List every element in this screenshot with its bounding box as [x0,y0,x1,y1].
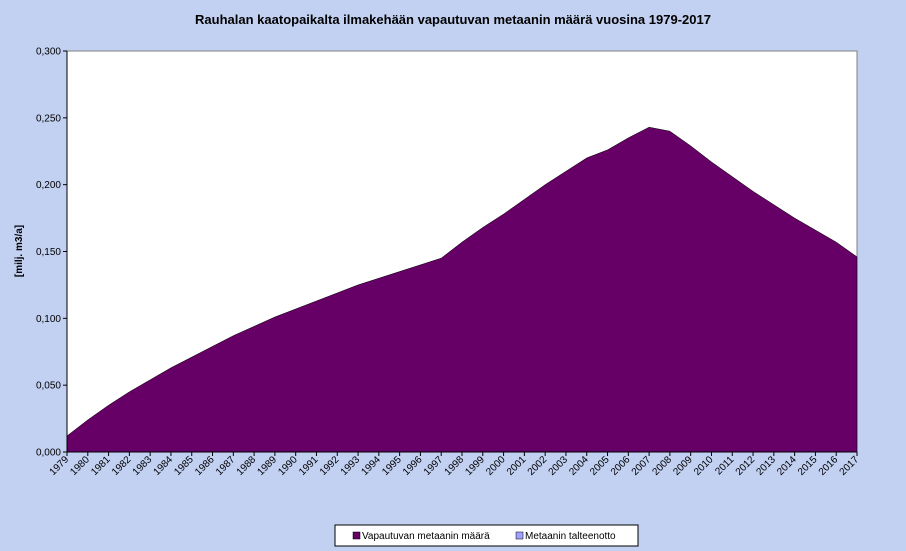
x-tick-label: 2015 [796,454,820,478]
legend-label-series-1: Vapautuvan metaanin määrä [362,531,490,542]
x-tick-label: 1990 [276,454,300,478]
y-tick-label: 0,100 [36,314,61,325]
legend: Vapautuvan metaanin määrä Metaanin talte… [334,524,639,547]
x-tick-label: 1980 [68,454,92,478]
x-tick-label: 2008 [651,454,675,478]
x-tick-label: 2002 [526,454,550,478]
x-tick-label: 1999 [463,454,487,478]
y-axis: 0,000 0,050 0,100 0,150 0,200 0,250 0,300 [36,47,68,459]
x-tick-label: 2000 [484,454,508,478]
x-tick-label: 2011 [713,454,736,477]
x-tick-label: 1988 [235,454,259,478]
x-axis: 1979198019811982198319841985198619871988… [48,451,862,478]
x-tick-label: 2004 [567,454,591,478]
x-tick-label: 2003 [547,454,571,478]
x-tick-label: 1989 [256,454,280,478]
x-tick-label: 1993 [339,454,363,478]
x-tick-label: 1986 [193,454,217,478]
x-tick-label: 1983 [131,454,155,478]
y-tick-label: 0,000 [36,448,61,459]
x-tick-label: 2017 [838,454,862,478]
legend-swatch-series-2 [515,531,524,540]
x-tick-label: 2012 [734,454,758,478]
x-tick-label: 2010 [692,454,716,478]
y-tick-label: 0,150 [36,247,61,258]
legend-label-series-2: Metaanin talteenotto [525,531,616,542]
x-tick-label: 1981 [89,454,113,478]
x-tick-label: 2014 [775,454,799,478]
x-tick-label: 1984 [152,454,176,478]
x-tick-label: 2006 [609,454,633,478]
x-tick-label: 1998 [443,454,467,478]
x-tick-label: 1996 [401,454,425,478]
y-tick-label: 0,300 [36,47,61,58]
area-layer [66,126,858,453]
x-tick-label: 1987 [214,454,238,478]
x-tick-label: 2001 [505,454,529,478]
x-tick-label: 1991 [297,454,321,478]
area-series-1 [66,126,858,453]
x-tick-label: 1995 [380,454,404,478]
x-tick-label: 2007 [630,454,654,478]
x-tick-label: 1994 [359,454,383,478]
x-tick-label: 1982 [110,454,134,478]
y-tick-label: 0,200 [36,180,61,191]
x-tick-label: 1992 [318,454,342,478]
y-tick-label: 0,050 [36,381,61,392]
x-tick-label: 2013 [754,454,778,478]
y-tick-label: 0,250 [36,113,61,124]
x-tick-label: 1985 [172,454,196,478]
x-tick-label: 1997 [422,454,446,478]
chart-title: Rauhalan kaatopaikalta ilmakehään vapaut… [195,12,711,27]
x-tick-label: 2016 [817,454,841,478]
legend-box [334,524,639,547]
x-tick-label: 2005 [588,454,612,478]
y-axis-label: [milj. m3/a] [14,225,25,277]
legend-swatch-series-1 [352,531,361,540]
x-tick-label: 2009 [671,454,695,478]
